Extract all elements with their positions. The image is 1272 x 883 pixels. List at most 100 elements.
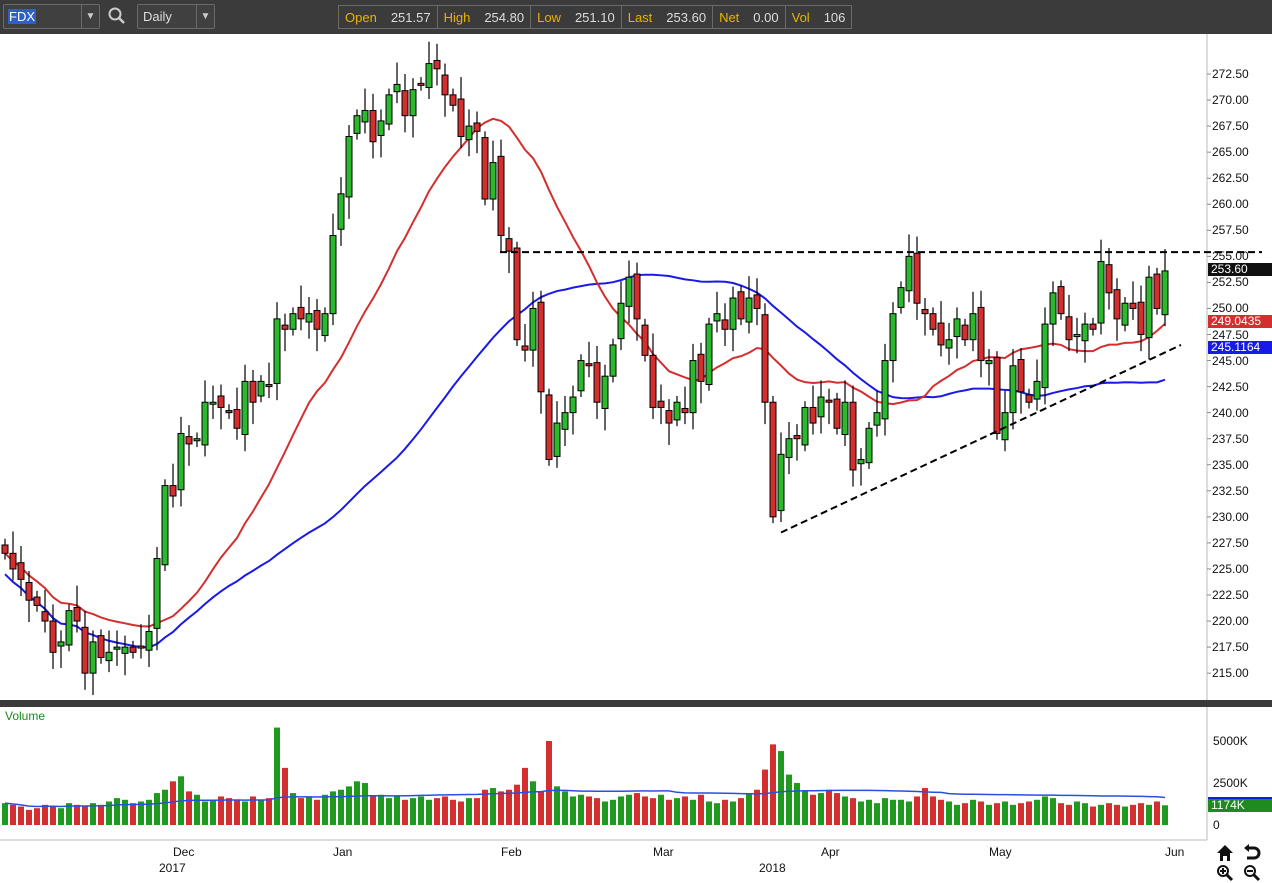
volume-bar	[594, 798, 600, 825]
y-tick-label: 220.00	[1212, 614, 1249, 629]
candle-up	[705, 323, 713, 386]
candle-up	[257, 380, 265, 397]
volume-bar	[1146, 804, 1152, 825]
volume-bar	[946, 801, 952, 825]
zoom-out-icon[interactable]	[1243, 864, 1261, 882]
candle-down	[81, 626, 89, 674]
candle-up	[1009, 365, 1017, 414]
volume-bar	[1106, 803, 1112, 825]
volume-bar	[18, 806, 24, 825]
candle-up	[409, 89, 417, 117]
volume-bar	[258, 799, 264, 825]
y-tick-label: 265.00	[1212, 145, 1249, 160]
y-tick-label: 255.00	[1212, 249, 1249, 264]
volume-bar	[626, 794, 632, 825]
y-tick-label: 215.00	[1212, 666, 1249, 681]
x-tick-label: Dec	[173, 845, 195, 859]
candle-up	[945, 339, 953, 349]
volume-bar	[730, 801, 736, 825]
candle-up	[113, 646, 121, 650]
volume-bar	[330, 791, 336, 825]
volume-bar	[778, 751, 784, 825]
symbol-select[interactable]: FDX ▼	[3, 4, 100, 29]
volume-bar	[394, 796, 400, 825]
y-tick-label: 237.50	[1212, 431, 1249, 446]
volume-bar	[1026, 801, 1032, 825]
volume-bar	[818, 793, 824, 825]
candle-down	[473, 122, 481, 132]
volume-bar	[1162, 805, 1168, 825]
volume-bar	[50, 806, 56, 825]
panel-divider[interactable]	[0, 700, 1272, 707]
volume-bar	[1050, 798, 1056, 825]
candle-up	[337, 193, 345, 230]
volume-bar	[162, 789, 168, 825]
candle-down	[17, 562, 25, 580]
candle-down	[297, 306, 305, 320]
quote-label: Net	[719, 9, 740, 25]
candle-down	[761, 314, 769, 403]
volume-bar	[1018, 803, 1024, 825]
candle-up	[353, 115, 361, 134]
sma20-line	[4, 117, 1166, 628]
candle-down	[1065, 316, 1073, 341]
candle-down	[313, 310, 321, 330]
volume-bar	[698, 794, 704, 825]
chevron-down-icon[interactable]: ▼	[196, 5, 214, 28]
quote-label: Open	[345, 9, 377, 25]
candle-down	[249, 380, 257, 403]
undo-icon[interactable]	[1243, 844, 1261, 862]
candle-up	[393, 83, 401, 93]
candle-down	[401, 90, 409, 117]
volume-bar	[298, 798, 304, 825]
symbol-value[interactable]: FDX	[8, 9, 36, 24]
candle-up	[785, 438, 793, 458]
volume-bar	[362, 783, 368, 825]
chevron-down-icon[interactable]: ▼	[81, 5, 99, 28]
volume-bar	[1034, 799, 1040, 825]
candle-down	[1057, 286, 1065, 315]
y-tick-label: 225.00	[1212, 561, 1249, 576]
volume-bar	[1082, 803, 1088, 825]
volume-bar	[450, 799, 456, 825]
volume-bar	[90, 803, 96, 825]
y-tick-label: 232.50	[1212, 483, 1249, 498]
volume-bar	[586, 796, 592, 825]
candle-up	[105, 651, 113, 662]
candle-up	[609, 344, 617, 377]
candle-down	[657, 400, 665, 408]
candle-down	[449, 94, 457, 106]
candle-up	[153, 558, 161, 629]
candle-up	[1041, 323, 1049, 389]
volume-bar	[682, 796, 688, 825]
candle-down	[9, 552, 17, 570]
quote-open: Open 251.57	[339, 6, 438, 28]
candle-down	[1089, 323, 1097, 330]
volume-bar	[226, 798, 232, 825]
candle-up	[865, 427, 873, 464]
year-label: 2018	[759, 861, 786, 875]
volume-bar	[754, 789, 760, 825]
volume-bar	[866, 799, 872, 825]
candle-up	[377, 120, 385, 136]
candle-up	[305, 313, 313, 323]
x-tick-label: May	[989, 845, 1012, 859]
volume-bar	[554, 786, 560, 825]
quote-vol: Vol 106	[786, 6, 852, 28]
volume-bar	[506, 789, 512, 825]
search-icon[interactable]	[107, 6, 127, 26]
volume-bar	[1002, 801, 1008, 825]
zoom-in-icon[interactable]	[1216, 864, 1234, 882]
home-icon[interactable]	[1216, 844, 1234, 862]
y-tick-label: 222.50	[1212, 588, 1249, 602]
candle-up	[345, 136, 353, 198]
period-select[interactable]: Daily ▼	[137, 4, 215, 29]
candle-up	[177, 432, 185, 491]
candle-up	[465, 125, 473, 141]
volume-bar	[378, 794, 384, 825]
y-tick-label: 247.50	[1212, 327, 1249, 342]
x-tick-label: Jun	[1165, 845, 1185, 859]
candle-down	[217, 395, 225, 408]
x-tick-label: Mar	[653, 845, 674, 859]
